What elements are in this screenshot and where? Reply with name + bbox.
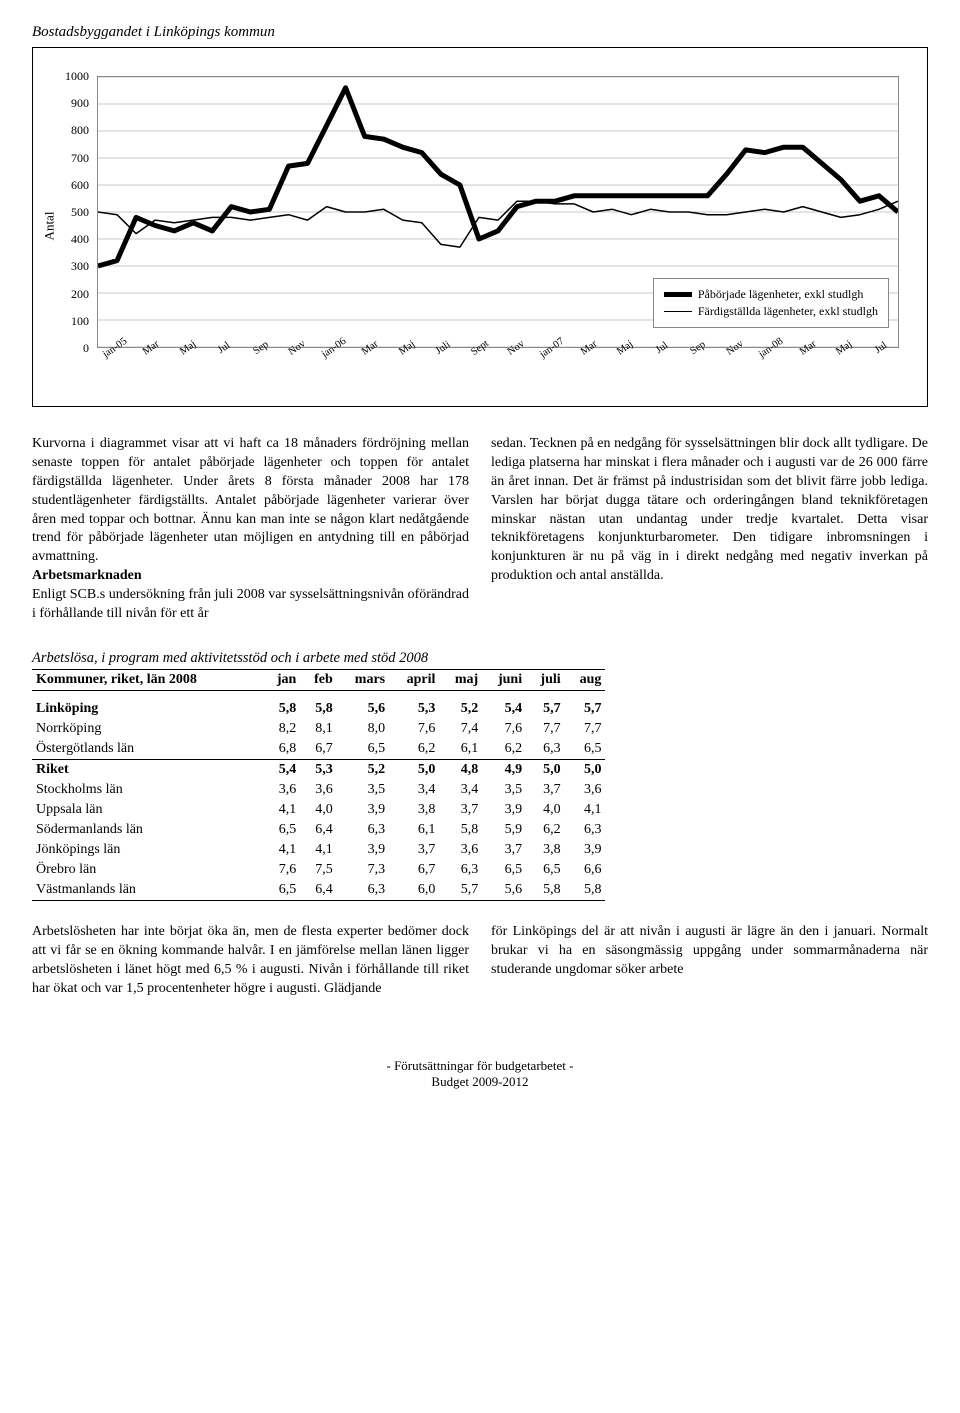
table-row-header: Kommuner, riket, län 2008 (32, 669, 263, 690)
chart-legend: Påbörjade lägenheter, exkl studlgh Färdi… (653, 278, 889, 328)
table-row: Jönköpings län4,14,13,93,73,63,73,83,9 (32, 840, 605, 860)
table-row: Linköping5,85,85,65,35,25,45,75,7 (32, 690, 605, 719)
table-title: Arbetslösa, i program med aktivitetsstöd… (32, 650, 928, 667)
page-footer: - Förutsättningar för budgetarbetet - Bu… (32, 1058, 928, 1090)
table-row: Södermanlands län6,56,46,36,15,85,96,26,… (32, 820, 605, 840)
unemployment-table: Kommuner, riket, län 2008janfebmarsapril… (32, 669, 605, 901)
legend-label-thick: Påbörjade lägenheter, exkl studlgh (698, 287, 863, 302)
table-row: Västmanlands län6,56,46,36,05,75,65,85,8 (32, 880, 605, 901)
table-row: Östergötlands län6,86,76,56,26,16,26,36,… (32, 739, 605, 760)
table-row: Örebro län7,67,57,36,76,36,56,56,6 (32, 860, 605, 880)
table-row: Riket5,45,35,25,04,84,95,05,0 (32, 759, 605, 780)
table-row: Norrköping8,28,18,07,67,47,67,77,7 (32, 719, 605, 739)
table-row: Stockholms län3,63,63,53,43,43,53,73,6 (32, 780, 605, 800)
table-col-header: april (389, 669, 439, 690)
table-col-header: feb (300, 669, 336, 690)
paragraph-bottom-right: för Linköpings del är att nivån i august… (491, 923, 928, 980)
table-col-header: juli (526, 669, 565, 690)
page-heading: Bostadsbyggandet i Linköpings kommun (32, 24, 928, 41)
column-right: sedan. Tecknen på en nedgång för syssels… (491, 435, 928, 624)
paragraph-left-1: Kurvorna i diagrammet visar att vi haft … (32, 435, 469, 567)
paragraph-left-2: Enligt SCB.s undersökning från juli 2008… (32, 586, 469, 624)
text-columns-bottom: Arbetslösheten har inte börjat öka än, m… (32, 923, 928, 999)
legend-swatch-thin (664, 311, 692, 312)
table-col-header: maj (439, 669, 482, 690)
column-left: Kurvorna i diagrammet visar att vi haft … (32, 435, 469, 624)
legend-label-thin: Färdigställda lägenheter, exkl studlgh (698, 304, 878, 319)
table-row: Uppsala län4,14,03,93,83,73,94,04,1 (32, 800, 605, 820)
legend-swatch-thick (664, 292, 692, 297)
bottom-column-right: för Linköpings del är att nivån i august… (491, 923, 928, 999)
paragraph-right-1: sedan. Tecknen på en nedgång för syssels… (491, 435, 928, 586)
table-col-header: jan (263, 669, 301, 690)
chart-container: Antal 10009008007006005004003002001000 P… (32, 47, 928, 407)
footer-line-2: Budget 2009-2012 (32, 1074, 928, 1090)
table-col-header: aug (565, 669, 606, 690)
y-ticks: 10009008007006005004003002001000 (55, 76, 89, 348)
table-col-header: mars (337, 669, 389, 690)
text-columns-top: Kurvorna i diagrammet visar att vi haft … (32, 435, 928, 624)
subheading-arbetsmarknaden: Arbetsmarknaden (32, 567, 469, 586)
x-ticks: jan-05MarMajJulSepNovjan-06MarMajJuliSep… (97, 350, 899, 376)
paragraph-bottom-left: Arbetslösheten har inte börjat öka än, m… (32, 923, 469, 999)
chart-area: Antal 10009008007006005004003002001000 P… (51, 76, 909, 376)
table-col-header: juni (482, 669, 526, 690)
bottom-column-left: Arbetslösheten har inte börjat öka än, m… (32, 923, 469, 999)
footer-line-1: - Förutsättningar för budgetarbetet - (32, 1058, 928, 1074)
